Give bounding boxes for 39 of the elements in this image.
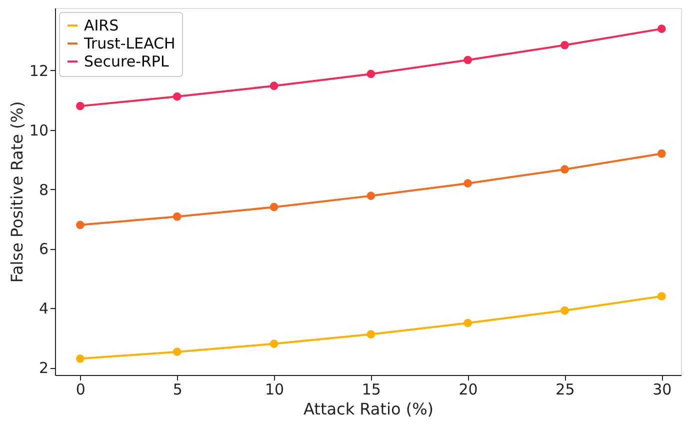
legend-label: AIRS [84,16,119,34]
point [76,354,84,363]
point [366,192,376,200]
x-tick-label: 25 [556,380,575,398]
legend-label: Secure-RPL [84,52,170,70]
y-tick-label: 12 [29,62,48,80]
point [172,212,182,221]
point [560,165,569,174]
y-axis-title: False Positive Rate (%) [7,101,26,283]
y-tick-label: 10 [29,121,48,140]
x-tick-label: 20 [458,380,478,398]
point [464,179,472,188]
y-tick-label: 2 [38,359,48,378]
point [464,318,472,328]
x-tick-label: 10 [264,380,284,398]
x-tick-label: 30 [652,380,672,398]
point [76,220,84,230]
point [366,330,376,338]
point [270,340,278,348]
x-tick-label: 0 [76,380,86,398]
x-tick-label: 15 [362,380,381,398]
x-axis-title: Attack Ratio (%) [303,400,434,418]
point [464,56,472,64]
point [560,40,569,50]
y-tick-label: 4 [38,300,48,318]
point [76,102,84,110]
x-tick-label: 5 [172,380,182,398]
point [172,348,182,356]
y-tick-label: 8 [38,180,48,199]
y-tick-label: 6 [38,240,48,258]
point [657,292,666,300]
point [270,202,278,212]
point [560,306,569,315]
point [172,92,182,101]
point [270,82,278,90]
point [657,24,666,33]
point [366,70,376,78]
point [657,149,666,158]
legend-label: Trust-LEACH [83,34,176,52]
